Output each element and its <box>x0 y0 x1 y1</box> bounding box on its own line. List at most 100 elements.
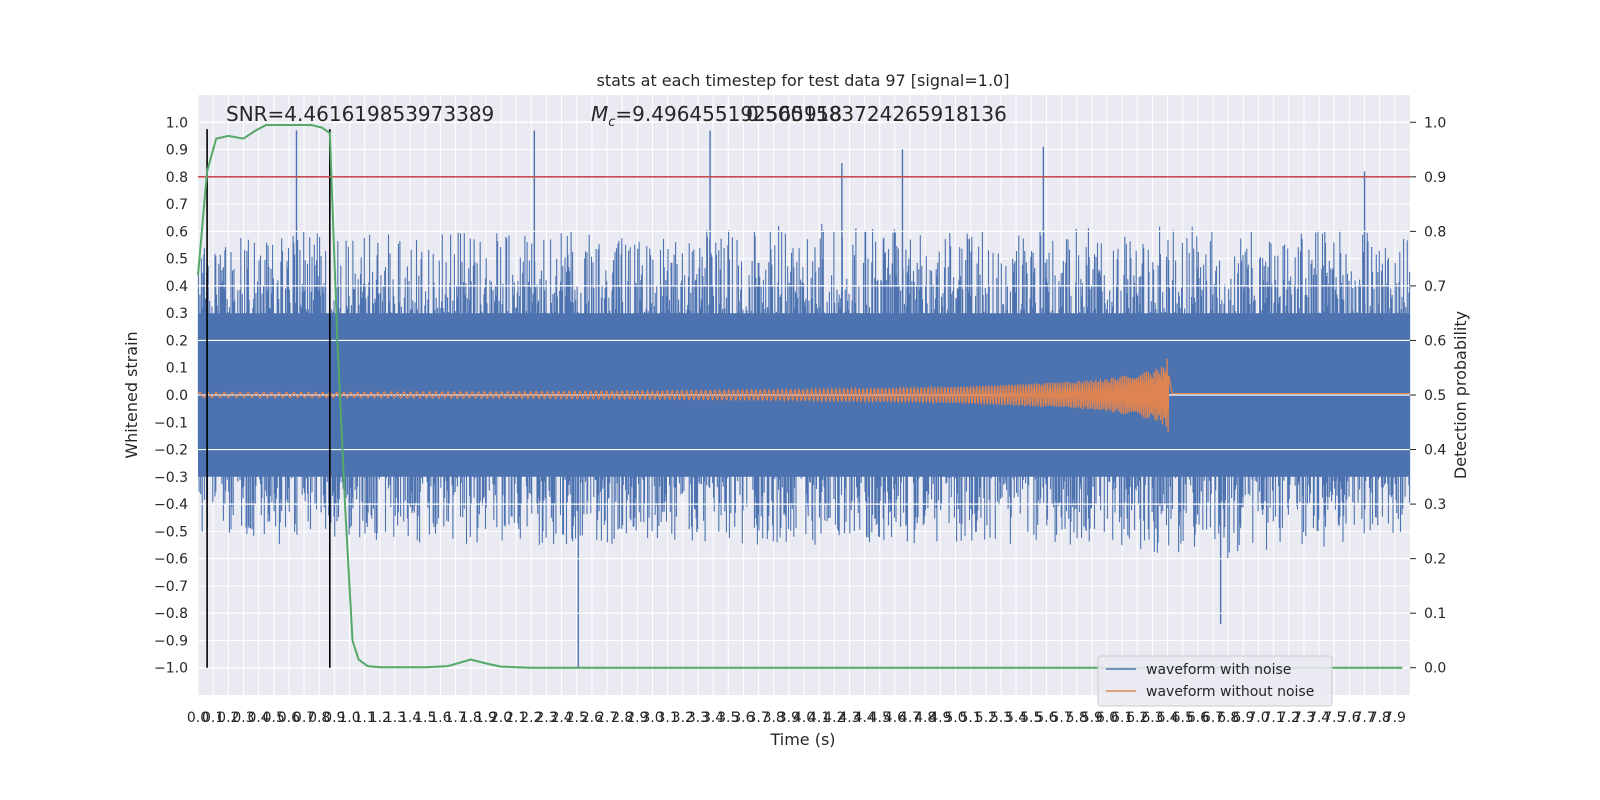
x-tick-label: 7.8 <box>1369 710 1391 726</box>
y-tick-label: 0.0 <box>166 388 188 404</box>
x-tick-label: 0.8 <box>308 710 330 726</box>
x-tick-label: 6.0 <box>1096 710 1118 726</box>
x-tick-label: 7.7 <box>1353 710 1375 726</box>
x-tick-label: 5.6 <box>1035 710 1057 726</box>
x-tick-label: 5.1 <box>960 710 982 726</box>
legend-box <box>1097 655 1333 707</box>
clean-trace <box>197 358 1410 432</box>
x-tick-label: 7.5 <box>1323 710 1345 726</box>
x-tick-label: 7.9 <box>1384 710 1406 726</box>
y-tick-label: 0.8 <box>166 170 188 186</box>
marker-lines <box>206 129 331 668</box>
y-right-tick-label: 0.5 <box>1424 388 1446 404</box>
x-tick-label: 2.2 <box>520 710 542 726</box>
x-tick-label: 6.8 <box>1217 710 1239 726</box>
y-tick-label: 0.4 <box>166 279 188 295</box>
mass-ratio-annotation: 0.5001583724265918136 <box>746 102 1007 126</box>
series-detection-probability <box>197 124 1403 669</box>
x-tick-label: 1.2 <box>369 710 391 726</box>
y-tick-label: 1.0 <box>166 115 188 131</box>
x-tick-label: 3.1 <box>657 710 679 726</box>
x-tick-label: 3.5 <box>717 710 739 726</box>
x-tick-label: 1.9 <box>475 710 497 726</box>
x-tick-label: 2.8 <box>611 710 633 726</box>
x-tick-label: 7.2 <box>1278 710 1300 726</box>
legend: waveform with noise waveform without noi… <box>1097 655 1333 707</box>
x-tick-label: 1.4 <box>399 710 421 726</box>
chirp-mass-value: =9.496455192565918 <box>615 102 842 126</box>
x-tick-label: 5.7 <box>1050 710 1072 726</box>
x-tick-label: 5.5 <box>1020 710 1042 726</box>
x-tick-label: 4.0 <box>793 710 815 726</box>
x-tick-label: 7.0 <box>1247 710 1269 726</box>
x-axis: 0.00.10.20.30.40.50.60.70.80.91.01.11.21… <box>187 710 1406 726</box>
x-tick-label: 2.6 <box>581 710 603 726</box>
x-tick-label: 1.8 <box>460 710 482 726</box>
probability-trace <box>197 124 1403 669</box>
x-tick-label: 6.7 <box>1202 710 1224 726</box>
x-tick-label: 4.5 <box>869 710 891 726</box>
x-tick-label: 0.3 <box>232 710 254 726</box>
x-tick-label: 1.0 <box>338 710 360 726</box>
y-tick-label: −0.7 <box>154 579 188 595</box>
x-tick-label: 4.7 <box>899 710 921 726</box>
x-tick-label: 0.4 <box>247 710 269 726</box>
x-tick-label: 2.7 <box>596 710 618 726</box>
x-tick-label: 6.6 <box>1187 710 1209 726</box>
y-tick-label: −0.9 <box>154 633 188 649</box>
y-tick-label: 0.3 <box>166 306 188 322</box>
x-tick-label: 2.9 <box>626 710 648 726</box>
x-tick-label: 3.7 <box>747 710 769 726</box>
y-tick-label: 0.1 <box>166 361 188 377</box>
y-right-tick-label: 0.6 <box>1424 333 1446 349</box>
x-tick-label: 0.0 <box>187 710 209 726</box>
x-tick-label: 7.3 <box>1293 710 1315 726</box>
y-axis-right: 1.0 0.9 0.8 0.7 0.6 0.5 0.4 0.3 0.2 0.1 0.0 <box>1410 115 1446 677</box>
y-tick-label: −0.2 <box>154 443 188 459</box>
y-right-tick-label: 0.4 <box>1424 443 1446 459</box>
x-tick-label: 6.1 <box>1111 710 1133 726</box>
x-tick-label: 3.3 <box>687 710 709 726</box>
chart-title: stats at each timestep for test data 97 … <box>597 71 1010 90</box>
x-tick-label: 6.9 <box>1232 710 1254 726</box>
y-axis-left: 1.0 0.9 0.8 0.7 0.6 0.5 0.4 0.3 0.2 0.1 0.0 −0.1 −0.… <box>154 115 188 676</box>
y-tick-label: −0.3 <box>154 470 188 486</box>
x-tick-label: 1.5 <box>414 710 436 726</box>
y-tick-label: −0.6 <box>154 552 188 568</box>
x-tick-label: 3.9 <box>778 710 800 726</box>
x-tick-label: 2.5 <box>566 710 588 726</box>
y-right-tick-label: 0.7 <box>1424 279 1446 295</box>
x-tick-label: 5.8 <box>1066 710 1088 726</box>
x-tick-label: 1.6 <box>429 710 451 726</box>
y-tick-label: −0.1 <box>154 415 188 431</box>
x-tick-label: 4.4 <box>853 710 875 726</box>
x-tick-label: 4.6 <box>884 710 906 726</box>
x-tick-label: 2.3 <box>535 710 557 726</box>
x-tick-label: 0.6 <box>278 710 300 726</box>
x-axis-title: Time (s) <box>769 730 835 749</box>
chirp-mass-subscript: c <box>608 115 615 130</box>
y-right-tick-label: 0.3 <box>1424 497 1446 513</box>
x-tick-label: 1.1 <box>354 710 376 726</box>
y-right-tick-label: 0.1 <box>1424 606 1446 622</box>
x-tick-label: 0.2 <box>217 710 239 726</box>
x-tick-label: 0.1 <box>202 710 224 726</box>
x-tick-label: 0.7 <box>293 710 315 726</box>
y-right-tick-label: 1.0 <box>1424 115 1446 131</box>
y-tick-label: 0.9 <box>166 143 188 159</box>
x-tick-label: 2.4 <box>550 710 572 726</box>
x-tick-label: 7.1 <box>1263 710 1285 726</box>
x-tick-label: 6.5 <box>1172 710 1194 726</box>
x-tick-label: 6.3 <box>1141 710 1163 726</box>
series-waveform-without-noise <box>197 358 1410 432</box>
x-tick-label: 3.8 <box>763 710 785 726</box>
y-tick-label: −0.5 <box>154 524 188 540</box>
y-tick-label: 0.6 <box>166 224 188 240</box>
legend-label-waveform-without-noise: waveform without noise <box>1146 684 1314 700</box>
x-tick-label: 2.1 <box>505 710 527 726</box>
x-tick-label: 0.5 <box>263 710 285 726</box>
x-tick-label: 4.8 <box>914 710 936 726</box>
x-tick-label: 4.9 <box>929 710 951 726</box>
x-tick-label: 5.9 <box>1081 710 1103 726</box>
